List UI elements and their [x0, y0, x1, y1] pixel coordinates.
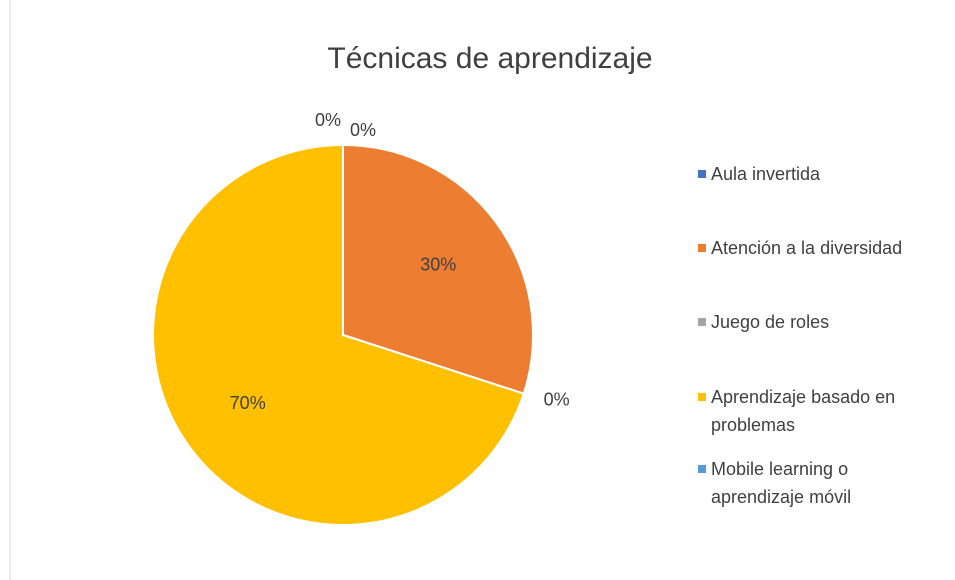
legend-label: Aula invertida — [711, 164, 821, 184]
data-label: 0% — [350, 120, 376, 140]
pie-slice — [152, 143, 525, 526]
legend-swatch — [698, 170, 706, 178]
legend-label: Atención a la diversidad — [711, 238, 903, 258]
legend-label: Juego de roles — [711, 312, 830, 332]
data-label: 70% — [230, 393, 266, 413]
legend-item: Juego de roles — [698, 308, 946, 336]
data-label: 30% — [420, 255, 456, 275]
legend-item: Aprendizaje basado en problemas — [698, 383, 946, 439]
legend-item: Aula invertida — [698, 160, 946, 188]
legend-swatch — [698, 465, 706, 473]
legend-label: Aprendizaje basado en problemas — [711, 387, 896, 435]
legend-item: Mobile learning o aprendizaje móvil — [698, 455, 946, 511]
legend-swatch — [698, 393, 706, 401]
chart-title: Técnicas de aprendizaje — [327, 42, 652, 75]
legend-item: Atención a la diversidad — [698, 234, 946, 262]
data-label: 0% — [544, 389, 570, 409]
legend-swatch — [698, 318, 706, 326]
legend-label: Mobile learning o aprendizaje móvil — [711, 459, 852, 507]
legend-swatch — [698, 244, 706, 252]
data-label: 0% — [315, 110, 341, 130]
pie-slice — [342, 143, 534, 395]
